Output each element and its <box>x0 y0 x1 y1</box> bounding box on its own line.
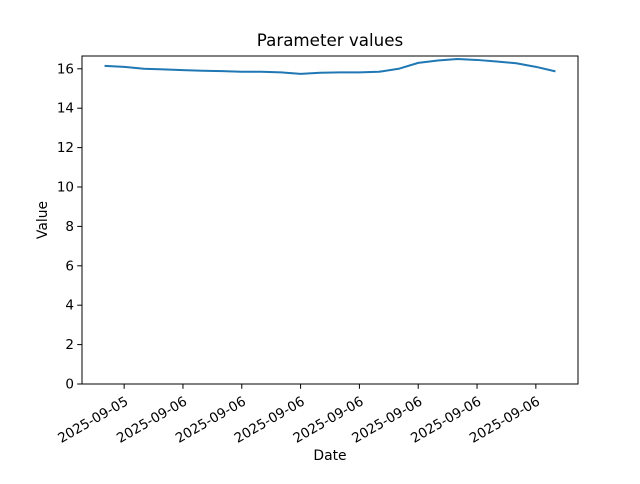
y-tick-label: 10 <box>57 179 74 195</box>
y-tick-label: 8 <box>65 219 74 235</box>
data-line <box>104 57 556 75</box>
x-axis-label: Date <box>313 448 346 464</box>
y-axis-label: Value <box>35 201 51 239</box>
y-tick-label: 12 <box>57 140 74 156</box>
plot-area <box>81 55 579 385</box>
y-axis-ticks: 0 2 4 6 8 10 12 14 16 <box>57 61 82 392</box>
y-tick-label: 6 <box>65 258 74 274</box>
y-tick-label: 16 <box>57 61 74 77</box>
y-tick-label: 14 <box>57 101 74 117</box>
y-tick-label: 0 <box>65 376 74 392</box>
y-tick-label: 4 <box>65 298 74 314</box>
y-tick-label: 2 <box>65 337 74 353</box>
chart-title: Parameter values <box>257 30 403 50</box>
